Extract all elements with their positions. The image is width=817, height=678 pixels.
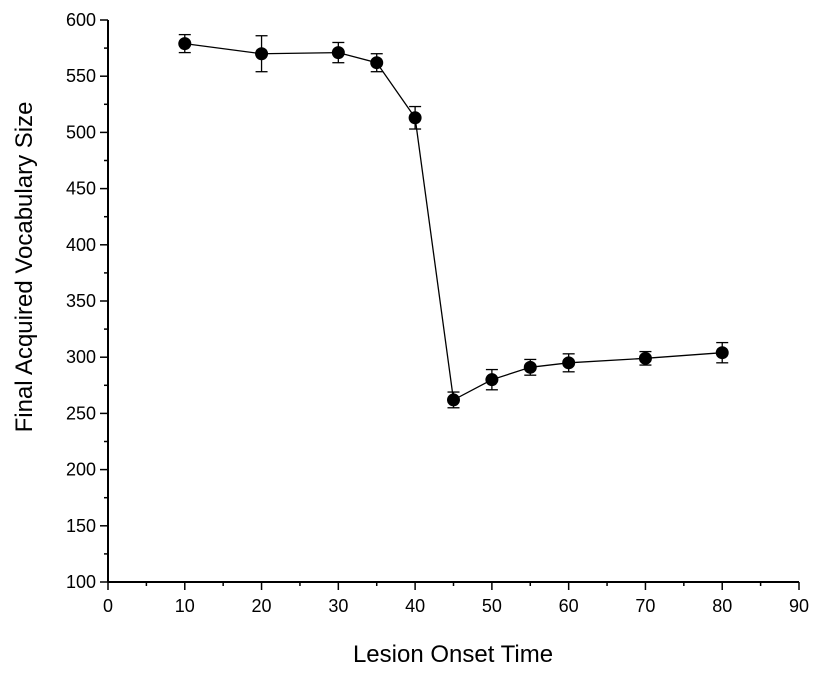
y-tick-label: 600	[66, 10, 96, 30]
series-line	[184, 42, 723, 401]
x-tick-label: 20	[252, 596, 272, 616]
data-point	[638, 351, 652, 365]
x-tick-label: 40	[405, 596, 425, 616]
x-axis-title: Lesion Onset Time	[353, 641, 553, 668]
data-point	[408, 111, 422, 125]
series-layer	[178, 33, 729, 409]
x-tick-label: 70	[635, 596, 655, 616]
y-tick-label: 550	[66, 66, 96, 86]
y-tick-label: 150	[66, 516, 96, 536]
data-point	[562, 356, 576, 370]
x-tick-label: 10	[175, 596, 195, 616]
x-tick-label: 60	[559, 596, 579, 616]
data-point	[370, 56, 384, 70]
data-point	[255, 47, 269, 61]
data-point	[523, 360, 537, 374]
data-point	[485, 373, 499, 387]
data-point	[447, 393, 460, 407]
y-tick-label: 400	[66, 235, 96, 255]
y-axis-title: Final Acquired Vocabulary Size	[11, 102, 38, 433]
y-tick-label: 250	[66, 403, 96, 423]
y-tick-label: 450	[66, 179, 96, 199]
y-tick-label: 100	[66, 572, 96, 592]
data-point	[331, 46, 345, 60]
data-point	[715, 346, 729, 360]
y-tick-label: 200	[66, 460, 96, 480]
y-tick-label: 350	[66, 291, 96, 311]
x-tick-label: 80	[712, 596, 732, 616]
axes	[107, 20, 799, 583]
x-tick-label: 30	[328, 596, 348, 616]
ticks: 0 10 20 30 40 50 60 70 80 90 100 150 200 250 300 350 400…	[66, 10, 809, 616]
x-tick-label: 0	[103, 596, 113, 616]
y-tick-label: 300	[66, 347, 96, 367]
x-tick-label: 90	[789, 596, 809, 616]
y-tick-label: 500	[66, 122, 96, 142]
x-tick-label: 50	[482, 596, 502, 616]
data-point	[178, 37, 192, 51]
